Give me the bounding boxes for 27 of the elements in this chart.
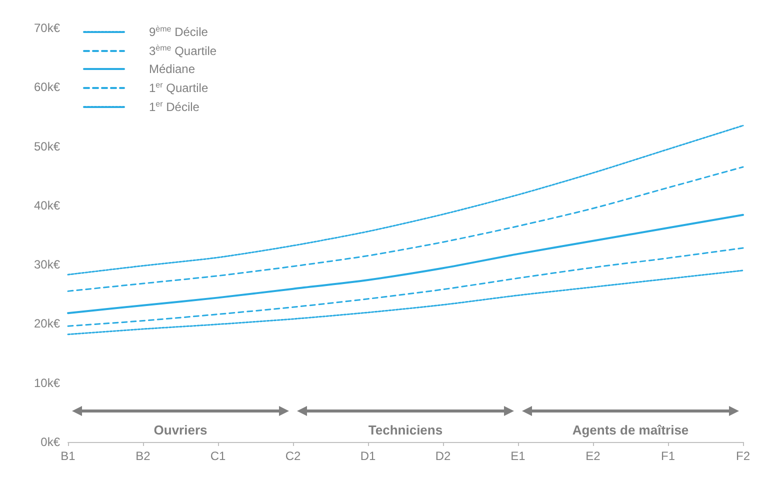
annotation: Techniciens	[368, 422, 443, 438]
x-tick-label: D2	[435, 449, 451, 463]
x-tick-label: B2	[136, 449, 151, 463]
x-tick-label: E1	[510, 449, 526, 463]
y-tick-label: 70k€	[34, 21, 60, 35]
y-tick-label: 20k€	[34, 316, 60, 331]
x-tick-label: D1	[360, 449, 376, 463]
legend-label: Médiane	[149, 62, 196, 76]
x-tick-label: E2	[586, 449, 601, 463]
x-tick-label: C1	[210, 449, 226, 463]
y-tick-label: 10k€	[34, 376, 60, 390]
line-series	[67, 270, 744, 336]
x-tick-label: F2	[736, 449, 750, 463]
y-tick-label: 40k€	[34, 198, 60, 212]
y-tick-label: 0k€	[40, 435, 60, 449]
x-tick-label: F1	[660, 449, 676, 463]
annotation: Agents de maîtrise	[572, 422, 689, 438]
y-tick-label: 50k€	[34, 139, 60, 154]
line-series	[67, 214, 744, 314]
x-tick-label: B1	[60, 449, 76, 463]
annotation: Ouvriers	[154, 422, 208, 438]
line-series	[67, 166, 744, 292]
y-tick-label: 30k€	[34, 258, 60, 272]
x-tick-label: C2	[285, 449, 301, 463]
line-series	[67, 247, 744, 327]
y-tick-label: 60k€	[34, 80, 60, 94]
line-series	[67, 124, 744, 276]
